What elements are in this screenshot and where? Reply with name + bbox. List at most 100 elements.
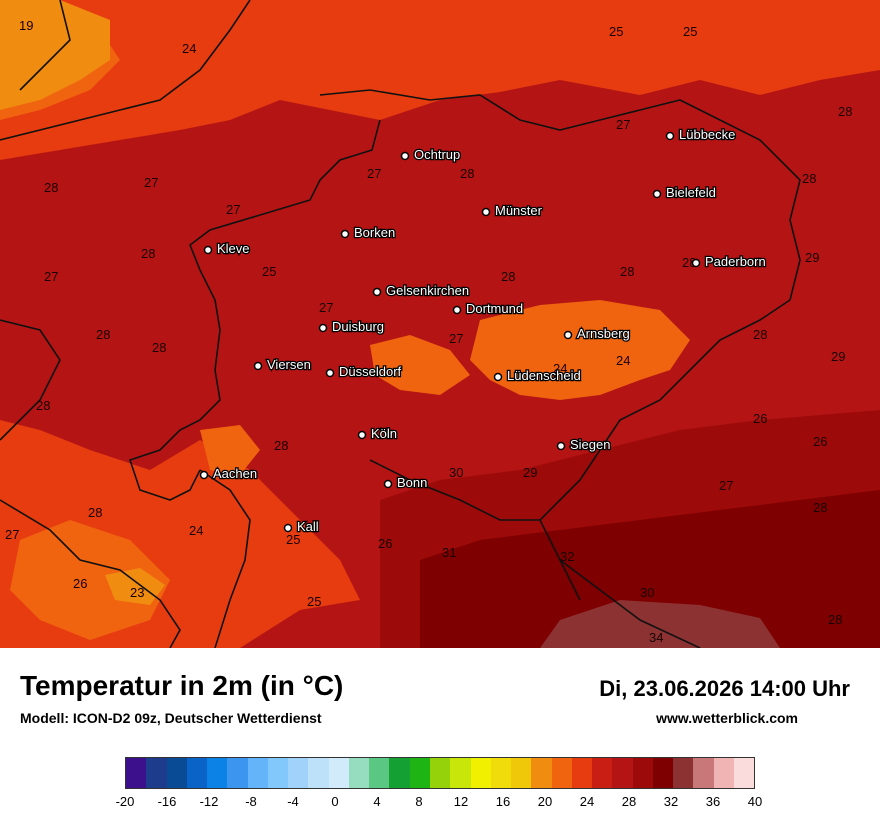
city-marker [652, 189, 662, 199]
temp-label: 27 [319, 300, 333, 315]
temp-label: 29 [831, 349, 845, 364]
border-state-east [539, 299, 791, 601]
city-label: Lübbecke [679, 127, 735, 142]
scale-tick-label: 36 [705, 794, 721, 809]
temp-label: 27 [144, 175, 158, 190]
scale-tick-label: -8 [245, 794, 257, 809]
scale-swatch [308, 758, 329, 788]
city-label: Gelsenkirchen [386, 283, 469, 298]
city-marker [318, 323, 328, 333]
temp-label: 28 [813, 500, 827, 515]
scale-swatch [166, 758, 187, 788]
temp-label: 26 [73, 576, 87, 591]
city-label: Bielefeld [666, 185, 716, 200]
city-paderborn[interactable]: Paderborn [691, 253, 767, 270]
scale-swatch [247, 758, 268, 788]
city-marker [340, 229, 350, 239]
scale-swatch [126, 758, 147, 788]
city-borken[interactable]: Borken [340, 224, 397, 241]
temp-label: 25 [262, 264, 276, 279]
scale-swatch [733, 758, 755, 788]
temp-label: 28 [460, 166, 474, 181]
map-svg: 19 24 25 25 28 27 27 28 28 28 27 27 28 2… [0, 0, 880, 648]
city-marker [325, 368, 335, 378]
city-bielefeld[interactable]: Bielefeld [652, 184, 717, 201]
border-state-south [369, 459, 540, 521]
border-nl-de [128, 119, 381, 501]
temp-label: 28 [152, 340, 166, 355]
city-gelsenkirchen[interactable]: Gelsenkirchen [372, 282, 470, 299]
city-luedenscheid[interactable]: Lüdenscheid [493, 367, 582, 384]
scale-swatch [511, 758, 532, 788]
city-label: Kleve [217, 241, 250, 256]
city-label: Düsseldorf [339, 364, 402, 379]
scale-tick-label: -4 [287, 794, 299, 809]
scale-swatch [592, 758, 613, 788]
temp-label: 28 [501, 269, 515, 284]
temp-label: 30 [640, 585, 654, 600]
forecast-datetime: Di, 23.06.2026 14:00 Uhr [599, 676, 850, 701]
city-duesseldorf[interactable]: Düsseldorf [325, 363, 403, 380]
footer: Temperatur in 2m (in °C) Modell: ICON-D2… [0, 648, 880, 830]
city-viersen[interactable]: Viersen [253, 356, 312, 373]
border-be-de [199, 469, 251, 648]
temp-label: 28 [88, 505, 102, 520]
city-siegen[interactable]: Siegen [556, 436, 612, 453]
city-kleve[interactable]: Kleve [203, 240, 251, 257]
scale-tick-label: 0 [331, 794, 339, 809]
city-marker [556, 441, 566, 451]
temp-label: 26 [753, 411, 767, 426]
scale-swatch [470, 758, 491, 788]
temp-field-25-north [0, 0, 880, 160]
scale-swatch [429, 758, 451, 788]
temp-label: 28 [96, 327, 110, 342]
city-ochtrup[interactable]: Ochtrup [400, 146, 462, 163]
city-bonn[interactable]: Bonn [383, 474, 429, 491]
temp-label: 34 [649, 630, 663, 645]
city-dortmund[interactable]: Dortmund [452, 300, 524, 317]
temp-label: 26 [813, 434, 827, 449]
temp-field-23-eifel [105, 568, 165, 605]
temp-label: 28 [274, 438, 288, 453]
color-scale [125, 757, 755, 789]
scale-swatch [673, 758, 694, 788]
city-marker [400, 151, 410, 161]
city-label: Bonn [397, 475, 427, 490]
scale-tick-label: 12 [453, 794, 469, 809]
map-title: Temperatur in 2m (in °C) [20, 670, 344, 701]
scale-tick-label: 4 [373, 794, 381, 809]
city-marker [563, 330, 573, 340]
scale-tick-label: 28 [621, 794, 637, 809]
border-state-north [319, 89, 801, 301]
city-label: Borken [354, 225, 395, 240]
city-kall[interactable]: Kall [283, 518, 320, 535]
temp-field-24-eifel [200, 425, 260, 475]
scale-swatch [267, 758, 289, 788]
temp-label: 24 [553, 361, 567, 376]
scale-swatch [693, 758, 714, 788]
temp-field-32-south [420, 490, 880, 648]
scale-swatch [551, 758, 572, 788]
city-label: Viersen [267, 357, 311, 372]
temp-label: 24 [182, 41, 196, 56]
city-luebbecke[interactable]: Lübbecke [665, 126, 737, 143]
city-aachen[interactable]: Aachen [199, 465, 258, 482]
city-koeln[interactable]: Köln [357, 425, 398, 442]
border-be-lux [0, 499, 181, 648]
city-marker [203, 245, 213, 255]
temp-label: 27 [226, 202, 240, 217]
temp-label: 23 [130, 585, 144, 600]
temp-label: 31 [442, 545, 456, 560]
city-muenster[interactable]: Münster [481, 202, 544, 219]
cities: Lübbecke Ochtrup Bielefeld Münster Borke… [199, 126, 767, 535]
city-marker [493, 372, 503, 382]
city-arnsberg[interactable]: Arnsberg [563, 325, 631, 342]
temp-label: 25 [683, 24, 697, 39]
website-link[interactable]: www.wetterblick.com [656, 710, 798, 726]
model-info: Modell: ICON-D2 09z, Deutscher Wetterdie… [20, 710, 322, 726]
temp-label: 28 [36, 398, 50, 413]
border-nl-inner [0, 319, 61, 441]
temp-label: 27 [449, 331, 463, 346]
temp-label: 30 [449, 465, 463, 480]
city-duisburg[interactable]: Duisburg [318, 318, 385, 335]
